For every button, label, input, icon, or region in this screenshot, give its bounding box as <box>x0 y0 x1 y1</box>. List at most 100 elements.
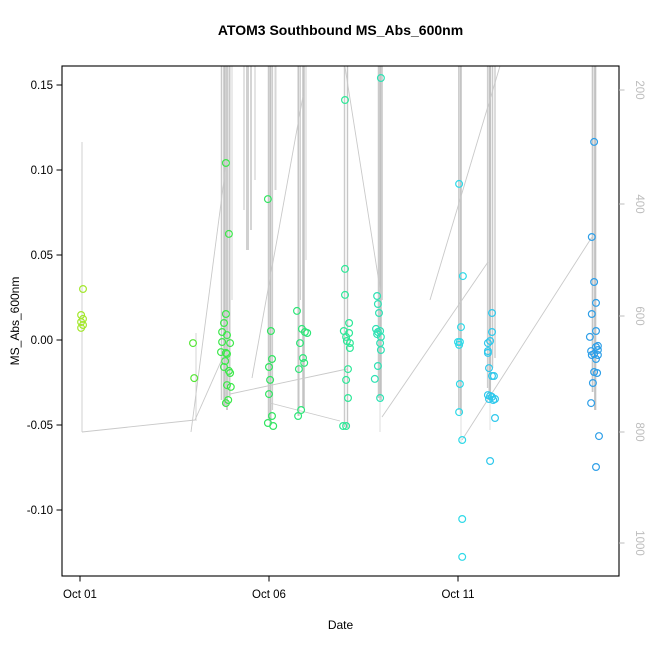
x-axis-label: Date <box>327 618 354 632</box>
data-point <box>593 351 602 360</box>
data-point <box>345 344 354 353</box>
profile-line <box>302 66 305 408</box>
data-point <box>590 278 599 287</box>
profile-line <box>494 66 496 358</box>
data-point <box>223 331 232 340</box>
track-line <box>251 95 304 379</box>
data-point <box>341 264 350 273</box>
data-point <box>341 290 350 299</box>
profile-line <box>195 333 197 421</box>
profile-line <box>231 66 233 300</box>
data-point <box>593 369 602 378</box>
data-point <box>220 363 229 372</box>
data-point <box>491 414 500 423</box>
profile-line <box>491 66 494 368</box>
data-point <box>483 339 492 348</box>
data-point <box>190 374 199 383</box>
data-point <box>373 292 382 301</box>
data-point <box>226 369 235 378</box>
data-point <box>224 229 233 238</box>
x-tick-label: Oct 01 <box>63 589 97 601</box>
data-point <box>486 337 495 346</box>
data-point <box>221 348 230 357</box>
data-point <box>223 381 232 390</box>
track-line <box>81 419 196 433</box>
data-point <box>268 412 277 421</box>
right-axis-ticks: 200 400 600 800 1000 <box>619 80 645 556</box>
data-point <box>486 457 495 466</box>
profile-line <box>223 66 226 406</box>
data-point <box>299 354 308 363</box>
data-point <box>488 309 497 318</box>
profile-line <box>81 142 83 432</box>
track-line <box>269 402 341 422</box>
profile-line <box>488 66 492 400</box>
data-point <box>455 179 464 188</box>
profile-line <box>381 66 383 300</box>
data-point <box>587 233 596 242</box>
profile-line <box>379 398 381 432</box>
profile-line <box>267 66 270 420</box>
data-point <box>226 382 235 391</box>
data-point <box>263 195 272 204</box>
data-point <box>293 306 302 315</box>
data-point <box>300 358 309 367</box>
profile-lines <box>81 66 597 443</box>
right-tick-label: 600 <box>633 306 645 325</box>
data-point <box>485 364 494 373</box>
profile-line <box>460 414 462 443</box>
profile-line <box>269 66 272 424</box>
data-point <box>376 73 385 82</box>
profile-line <box>274 66 277 190</box>
plot-frame <box>61 65 620 577</box>
data-point <box>296 339 305 348</box>
data-point <box>339 422 348 431</box>
profile-line <box>591 66 594 392</box>
data-point <box>457 323 466 332</box>
data-point <box>341 95 350 104</box>
data-point <box>344 365 353 374</box>
y-tick-label: -0.05 <box>27 420 53 432</box>
data-point <box>591 298 600 307</box>
profile-line <box>297 66 300 416</box>
profile-line <box>243 66 245 210</box>
data-point <box>266 375 275 384</box>
data-point <box>269 422 278 431</box>
y-axis-ticks: 0.15 0.10 0.05 0.00 -0.05 -0.10 <box>27 80 62 517</box>
data-point <box>585 332 594 341</box>
profile-line <box>250 66 252 230</box>
data-point <box>591 355 600 364</box>
data-point <box>221 159 230 168</box>
data-point <box>591 463 600 472</box>
x-tick-label: Oct 11 <box>441 589 474 601</box>
data-point <box>294 412 303 421</box>
chart-title: ATOM3 Southbound MS_Abs_600nm <box>217 22 464 38</box>
data-point <box>588 379 597 388</box>
data-point <box>344 394 353 403</box>
data-point <box>218 338 227 347</box>
profile-line <box>377 66 380 398</box>
right-tick-label: 1000 <box>633 530 645 556</box>
profile-line <box>459 66 462 414</box>
data-point <box>265 363 274 372</box>
y-tick-label: 0.05 <box>31 250 53 262</box>
track-line <box>229 368 348 395</box>
profile-line <box>379 66 382 400</box>
data-point <box>77 323 86 332</box>
profile-line <box>300 66 301 300</box>
right-tick-label: 800 <box>633 422 645 441</box>
track-line <box>344 66 382 296</box>
track-line <box>381 261 489 418</box>
data-point <box>455 408 464 417</box>
data-point <box>375 309 384 318</box>
data-point <box>342 422 351 431</box>
data-point <box>223 349 232 358</box>
data-point <box>342 332 351 341</box>
x-tick-label: Oct 06 <box>252 589 286 601</box>
data-point <box>587 351 596 360</box>
profile-line <box>254 66 256 180</box>
data-point <box>373 362 382 371</box>
data-point <box>458 272 467 281</box>
